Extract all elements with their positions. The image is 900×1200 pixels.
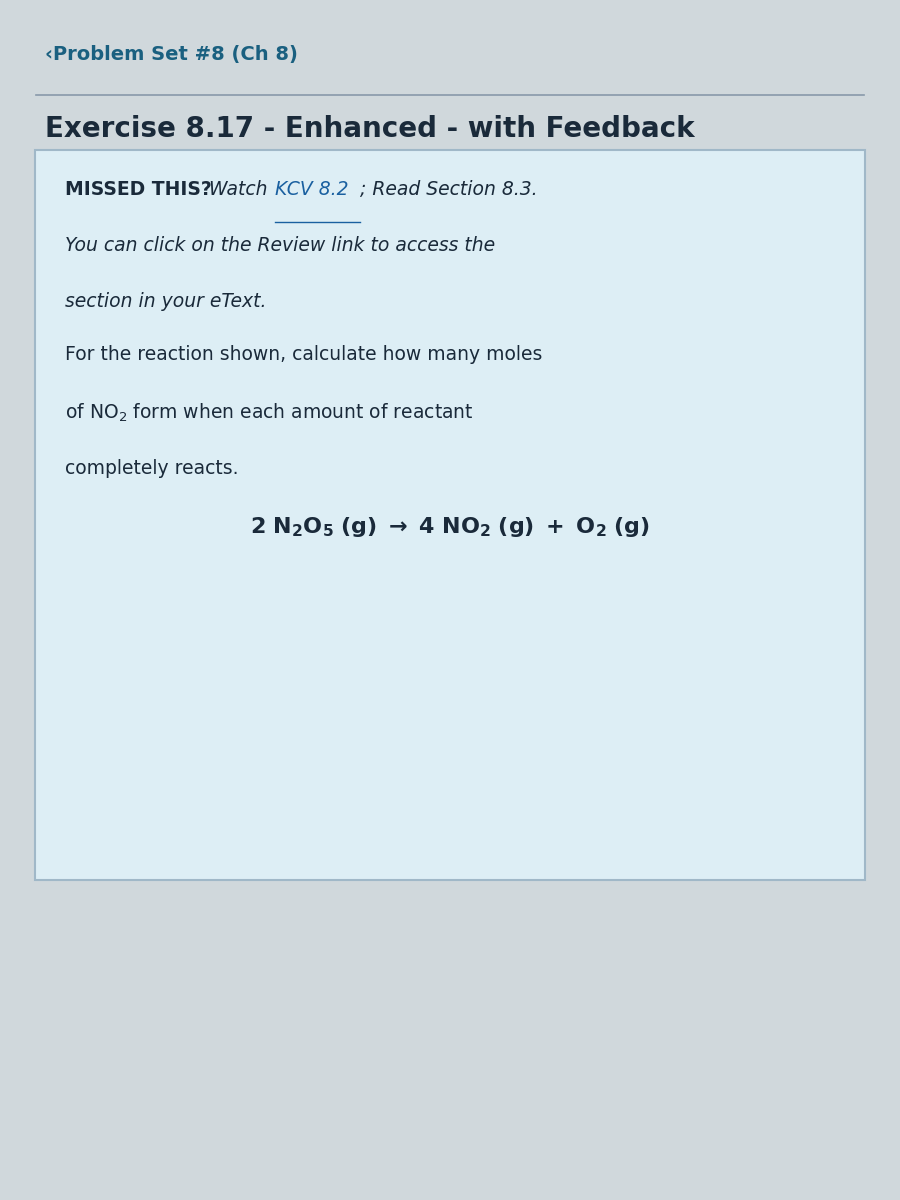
Text: ‹Problem Set #8 (Ch 8): ‹Problem Set #8 (Ch 8)	[45, 44, 298, 64]
Text: of $\mathrm{NO_2}$ form when each amount of reactant: of $\mathrm{NO_2}$ form when each amount…	[65, 402, 473, 425]
Text: Exercise 8.17 - Enhanced - with Feedback: Exercise 8.17 - Enhanced - with Feedback	[45, 115, 695, 143]
Text: $\mathbf{2\ N_2O_5\ (g)\ \rightarrow\ 4\ NO_2\ (g)\ +\ O_2\ (g)}$: $\mathbf{2\ N_2O_5\ (g)\ \rightarrow\ 4\…	[250, 515, 650, 539]
Text: Watch: Watch	[203, 180, 274, 199]
FancyBboxPatch shape	[35, 150, 865, 880]
Text: For the reaction shown, calculate how many moles: For the reaction shown, calculate how ma…	[65, 344, 543, 364]
Text: completely reacts.: completely reacts.	[65, 458, 238, 478]
Text: MISSED THIS?: MISSED THIS?	[65, 180, 212, 199]
Text: ; Read Section 8.3.: ; Read Section 8.3.	[360, 180, 537, 199]
Text: KCV 8.2: KCV 8.2	[275, 180, 348, 199]
Text: You can click on the Review link to access the: You can click on the Review link to acce…	[65, 236, 495, 256]
Text: section in your eText.: section in your eText.	[65, 292, 266, 311]
